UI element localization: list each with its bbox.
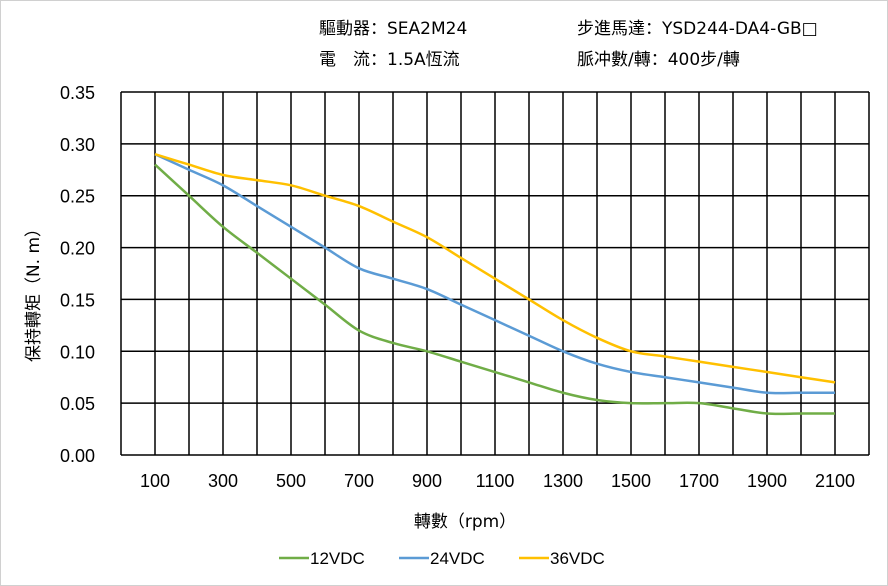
legend-label: 24VDC (430, 549, 485, 568)
legend-label: 12VDC (310, 549, 365, 568)
x-tick-label: 2100 (815, 471, 855, 491)
current-label: 電 流：1.5A恆流 (319, 50, 460, 70)
x-tick-label: 100 (140, 471, 170, 491)
y-tick-label: 0.30 (60, 135, 95, 155)
y-tick-label: 0.25 (60, 187, 95, 207)
x-tick-label: 300 (208, 471, 238, 491)
series-line-12VDC (154, 163, 835, 416)
x-tick-label: 500 (276, 471, 306, 491)
legend-label: 36VDC (550, 549, 605, 568)
x-tick-label: 1100 (476, 471, 515, 491)
y-axis-label: 保持轉矩（N. m） (24, 220, 44, 362)
pulses-label: 脈冲數/轉：400步/轉 (577, 50, 740, 70)
driver-label: 驅動器：SEA2M24 (319, 19, 468, 39)
x-tick-label: 1700 (679, 471, 719, 491)
motor-label: 步進馬達：YSD244-DA4-GB□ (577, 19, 818, 39)
x-tick-label: 1300 (543, 471, 583, 491)
y-tick-label: 0.00 (60, 446, 95, 466)
x-axis-label: 轉數（rpm） (414, 512, 516, 532)
y-tick-label: 0.05 (60, 394, 95, 414)
series-line-36VDC (154, 153, 836, 384)
y-tick-label: 0.15 (60, 290, 95, 310)
x-tick-label: 1900 (747, 471, 787, 491)
series-line-24VDC (154, 153, 835, 395)
x-tick-label: 700 (344, 471, 374, 491)
x-tick-label: 900 (412, 471, 442, 491)
y-tick-label: 0.10 (60, 342, 95, 362)
y-tick-label: 0.20 (60, 239, 95, 259)
y-tick-label: 0.35 (60, 83, 95, 103)
x-tick-label: 1500 (611, 471, 651, 491)
